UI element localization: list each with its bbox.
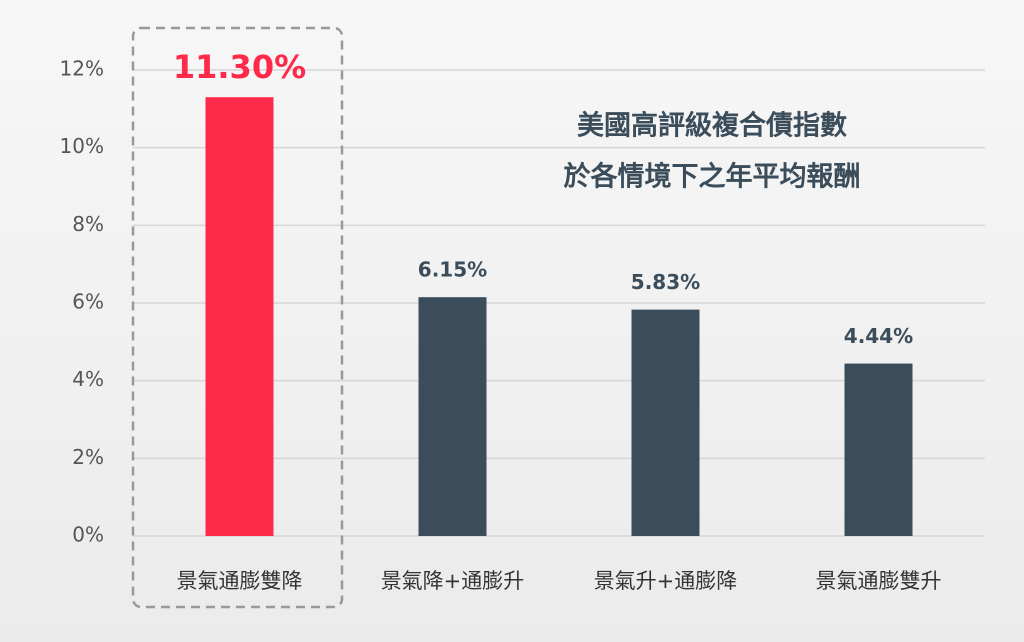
y-tick-label: 0% (72, 523, 104, 547)
x-tick-label: 景氣降+通膨升 (381, 569, 525, 593)
y-tick-label: 4% (72, 367, 104, 391)
y-tick-label: 8% (72, 212, 104, 236)
y-tick-label: 12% (60, 57, 104, 81)
chart-subtitle: 於各情境下之年平均報酬 (564, 161, 861, 193)
x-tick-label: 景氣通膨雙升 (816, 569, 942, 593)
chart-title: 美國高評級複合債指數 (577, 110, 847, 142)
x-tick-label: 景氣升+通膨降 (594, 569, 738, 593)
value-label: 6.15% (418, 258, 487, 282)
highlight-box (131, 26, 344, 609)
bar (418, 297, 487, 536)
y-tick-label: 10% (60, 134, 104, 158)
bar (844, 363, 913, 536)
x-tick-label: 景氣通膨雙降 (177, 569, 303, 593)
bar (205, 97, 274, 536)
value-label: 5.83% (631, 270, 700, 294)
y-tick-label: 6% (72, 290, 104, 314)
bar (631, 309, 700, 536)
value-label: 11.30% (173, 48, 306, 86)
y-tick-label: 2% (72, 445, 104, 469)
value-label: 4.44% (844, 324, 913, 348)
